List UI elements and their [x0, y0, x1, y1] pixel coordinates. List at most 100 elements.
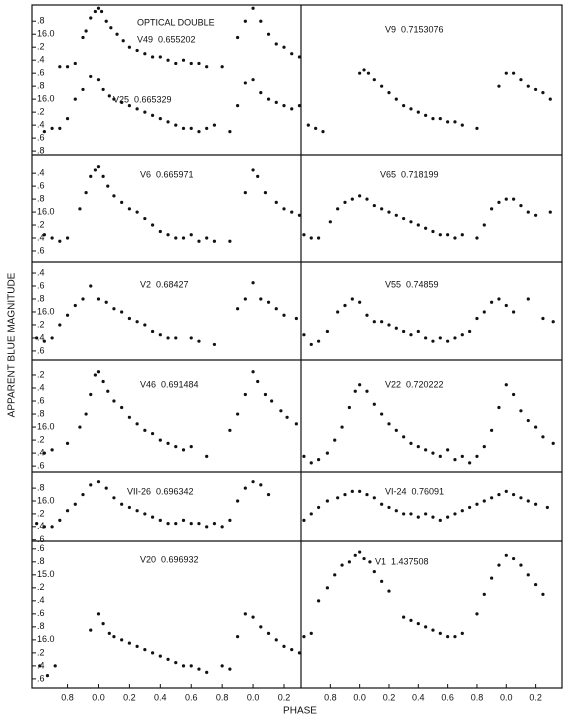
data-point	[93, 9, 97, 14]
x-tick-label: 0.4	[412, 692, 425, 702]
data-point	[205, 236, 209, 240]
data-point	[112, 194, 116, 198]
data-point	[127, 641, 131, 645]
y-tick-label: .2	[37, 508, 45, 518]
x-tick-label: 0.0	[500, 692, 513, 702]
data-point	[416, 515, 420, 519]
data-point	[166, 233, 170, 237]
data-point	[336, 310, 340, 314]
data-point	[212, 239, 217, 243]
x-tick-label: 0.2	[529, 692, 542, 702]
series-name: V20	[140, 554, 156, 564]
data-point	[519, 409, 523, 413]
data-point	[482, 223, 486, 227]
y-tick-label: .4	[37, 521, 45, 531]
data-point	[243, 392, 247, 397]
series-period: 0.76091	[412, 486, 445, 496]
data-point	[120, 405, 124, 410]
data-point	[409, 107, 413, 111]
data-point	[127, 104, 131, 108]
data-point	[135, 48, 139, 53]
data-point	[309, 236, 313, 240]
y-tick-label: 16.0	[37, 206, 55, 216]
data-point	[512, 556, 516, 561]
data-point	[96, 78, 101, 82]
data-point	[504, 489, 508, 493]
series-name: V25	[113, 94, 129, 104]
data-point	[468, 461, 472, 465]
data-point	[394, 213, 398, 217]
y-tick-label: .4	[37, 232, 45, 242]
data-point	[135, 107, 139, 111]
data-point	[302, 233, 306, 237]
x-tick-label: 0.6	[185, 692, 198, 702]
data-point	[282, 313, 286, 317]
data-point	[65, 441, 70, 445]
data-point	[81, 87, 85, 92]
data-point	[512, 310, 516, 314]
data-point	[236, 635, 240, 639]
y-tick-label: .2	[37, 434, 45, 444]
data-point	[89, 174, 93, 178]
data-point	[143, 428, 147, 432]
data-point	[212, 342, 217, 347]
y-tick-label: 16.0	[37, 421, 55, 431]
data-point	[127, 316, 131, 321]
data-point	[333, 438, 337, 442]
data-point	[482, 592, 486, 596]
data-point	[309, 461, 313, 465]
data-point	[380, 502, 384, 506]
data-point	[243, 297, 247, 301]
y-tick-label: .2	[37, 319, 45, 329]
data-point	[101, 379, 105, 384]
data-point	[243, 81, 247, 85]
data-point	[96, 370, 101, 374]
x-axis-label: PHASE	[283, 706, 317, 717]
data-point	[282, 104, 286, 108]
data-point	[243, 19, 247, 23]
data-point	[512, 392, 516, 397]
data-point	[416, 110, 420, 114]
data-point	[181, 664, 186, 668]
data-point	[446, 233, 450, 237]
data-point	[143, 648, 147, 652]
data-point	[358, 383, 362, 387]
data-point	[96, 297, 101, 301]
data-point	[526, 418, 530, 423]
data-point	[243, 612, 247, 616]
data-point	[424, 336, 428, 340]
data-point	[431, 451, 435, 455]
data-point	[150, 431, 155, 436]
data-point	[504, 197, 508, 201]
data-point	[243, 486, 247, 490]
data-point	[212, 123, 217, 127]
y-tick-label: .2	[37, 42, 45, 52]
data-point	[482, 445, 486, 449]
data-point	[343, 303, 347, 308]
data-point	[143, 512, 147, 516]
data-point	[333, 573, 337, 577]
data-point	[89, 392, 93, 397]
data-point	[387, 91, 391, 95]
data-point	[158, 55, 162, 59]
data-point	[50, 126, 54, 130]
data-point	[512, 71, 516, 75]
data-point	[372, 569, 376, 574]
data-point	[446, 339, 450, 343]
data-point	[358, 300, 362, 304]
data-point	[236, 412, 240, 416]
data-point	[174, 236, 178, 240]
data-point	[158, 117, 162, 121]
data-point	[504, 383, 508, 387]
data-point	[372, 496, 376, 500]
data-point	[84, 412, 88, 416]
data-point	[259, 19, 263, 23]
data-point	[212, 521, 217, 526]
data-point	[365, 197, 369, 201]
y-tick-label: 16.0	[37, 29, 55, 39]
y-tick-label: 16.0	[37, 306, 55, 316]
data-point	[251, 78, 255, 82]
data-point	[96, 165, 101, 169]
data-point	[174, 336, 178, 340]
data-point	[362, 68, 366, 72]
